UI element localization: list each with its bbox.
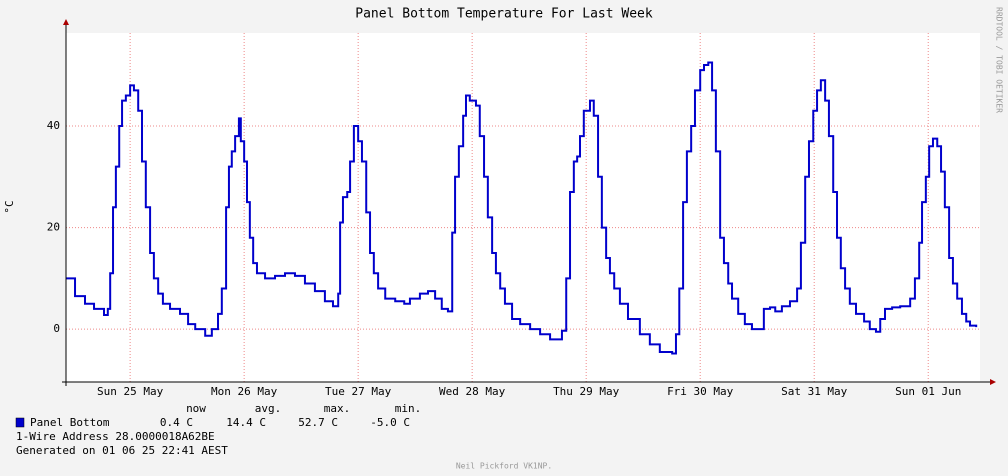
legend-header: min. <box>395 402 422 415</box>
y-tick-label: 20 <box>47 221 60 234</box>
author: Neil Pickford VK1NP. <box>456 462 552 471</box>
legend-header: now <box>186 402 206 415</box>
x-tick-label: Fri 30 May <box>667 385 734 398</box>
x-tick-label: Sat 31 May <box>781 385 848 398</box>
y-axis-arrow <box>63 19 69 25</box>
x-tick-label: Mon 26 May <box>211 385 278 398</box>
y-tick-label: 0 <box>53 322 60 335</box>
generated: Generated on 01 06 25 22:41 AEST <box>16 444 228 457</box>
legend-stat: -5.0 C <box>370 416 410 429</box>
x-tick-label: Wed 28 May <box>439 385 506 398</box>
x-tick-label: Tue 27 May <box>325 385 392 398</box>
legend-label: Panel Bottom <box>30 416 110 429</box>
legend-header: max. <box>324 402 351 415</box>
legend-stat: 14.4 C <box>226 416 266 429</box>
legend-header: avg. <box>255 402 282 415</box>
x-tick-label: Sun 25 May <box>97 385 164 398</box>
chart-title: Panel Bottom Temperature For Last Week <box>355 7 653 22</box>
x-tick-label: Sun 01 Jun <box>895 385 961 398</box>
data-line <box>66 61 978 355</box>
legend-swatch <box>15 417 25 428</box>
y-tick-label: 40 <box>47 119 60 132</box>
watermark: RRDTOOL / TOBI OETIKER <box>995 7 1004 113</box>
y-axis-label: °C <box>3 200 16 213</box>
x-axis-arrow <box>990 379 996 385</box>
legend-stat: 52.7 C <box>298 416 338 429</box>
x-tick-label: Thu 29 May <box>553 385 620 398</box>
address: 1-Wire Address 28.0000018A62BE <box>16 430 215 443</box>
legend-stat: 0.4 C <box>160 416 193 429</box>
